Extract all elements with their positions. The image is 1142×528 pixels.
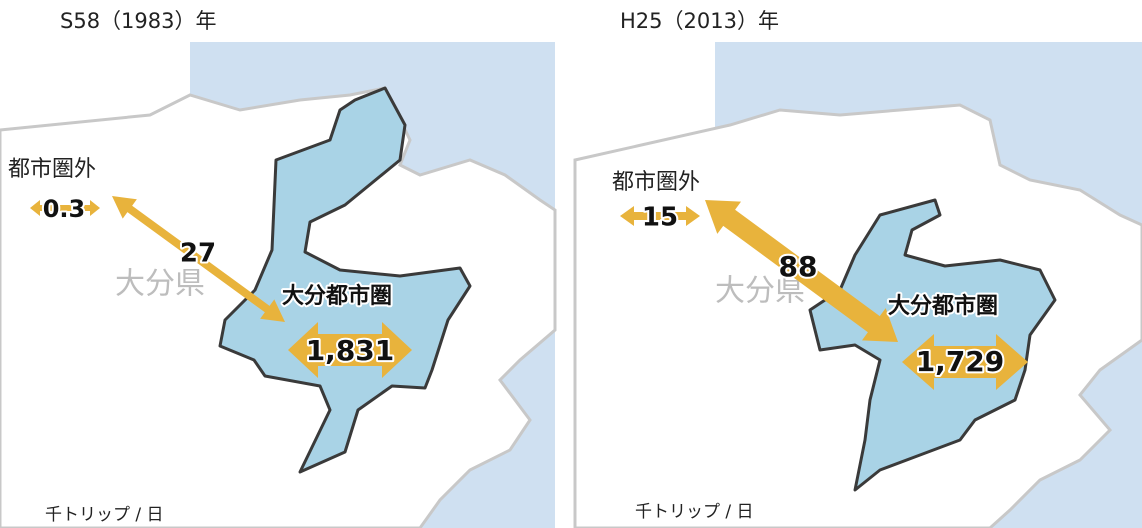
flow-arrow xyxy=(705,200,898,342)
flow-arrow xyxy=(288,322,412,378)
panel-1983: S58（1983）年 大分県 都市圏外 0.3 27 大分都市圏 1,831 千… xyxy=(0,9,557,528)
panel-title: S58（1983）年 xyxy=(60,9,217,33)
metro-label: 大分都市圏 xyxy=(282,283,392,309)
arrow-group xyxy=(30,200,100,216)
arrow-group xyxy=(705,200,898,342)
outside-value: 15 xyxy=(642,203,678,233)
flow-arrow xyxy=(902,334,1028,390)
flow-value: 88 xyxy=(779,250,818,283)
unit-label: 千トリップ / 日 xyxy=(45,505,164,525)
metro-value: 1,729 xyxy=(916,345,1005,378)
panel-title: H25（2013）年 xyxy=(620,9,779,33)
region-label: 大分県 xyxy=(715,274,805,309)
flow-arrow xyxy=(112,196,285,322)
arrow-group xyxy=(112,196,285,322)
flow-arrow xyxy=(30,200,100,216)
panel-2013: H25（2013）年 大分県 都市圏外 15 88 大分都市圏 1,729 千ト… xyxy=(573,9,1142,528)
metro-label: 大分都市圏 xyxy=(888,293,998,319)
metro-area xyxy=(218,86,472,474)
outside-value: 0.3 xyxy=(43,195,86,223)
flow-arrow xyxy=(620,206,700,226)
flow-value: 27 xyxy=(180,239,216,269)
metro-value: 1,831 xyxy=(306,334,395,367)
outside-label: 都市圏外 xyxy=(8,157,96,182)
region-label: 大分県 xyxy=(115,267,205,302)
arrow-group xyxy=(288,322,412,378)
arrow-group xyxy=(902,334,1028,390)
arrow-group xyxy=(620,206,700,226)
outside-label: 都市圏外 xyxy=(612,170,700,195)
unit-label: 千トリップ / 日 xyxy=(635,502,754,522)
